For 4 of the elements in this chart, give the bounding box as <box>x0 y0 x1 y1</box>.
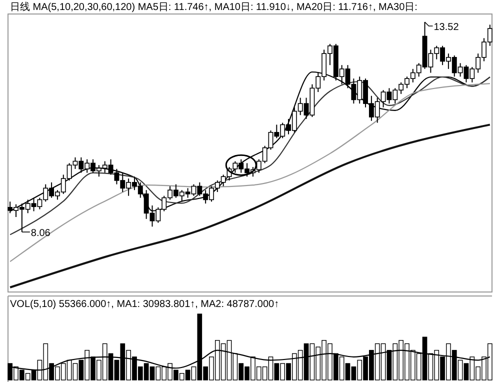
annotation: 13.52 <box>434 22 460 33</box>
chart-title: 日线 MA(5,10,20,30,60,120) MA5日: 11.746↑, MA10日: 11.910↓, MA20日: 11.716↑, MA30日: <box>10 1 418 13</box>
chart-title: VOL(5,10) 55366.000↑, MA1: 30983.801↑, MA2: 48787.000↑ <box>10 299 280 310</box>
annotation: 8.06 <box>30 228 51 239</box>
